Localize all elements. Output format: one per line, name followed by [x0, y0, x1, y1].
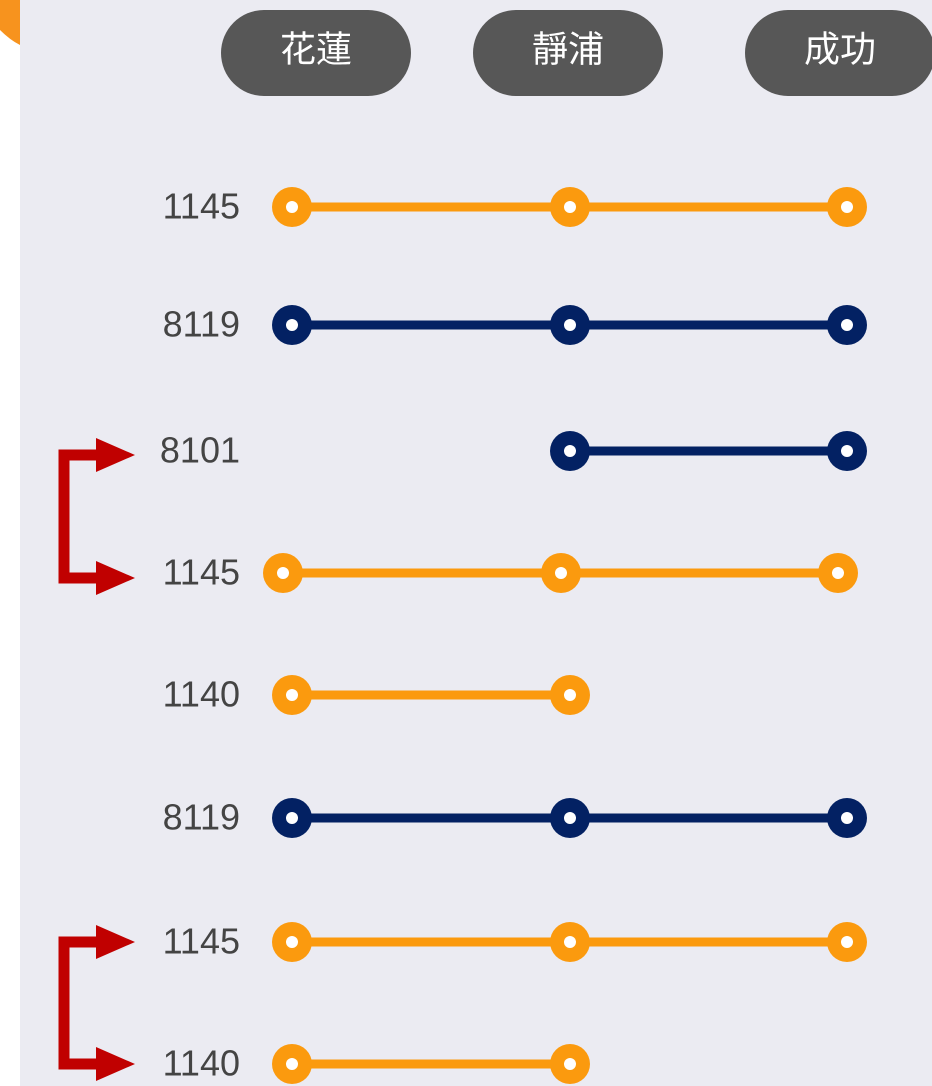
route-number: 1145	[163, 921, 240, 962]
left-margin	[0, 0, 20, 1086]
route-row: 1140	[163, 674, 590, 715]
stop-dot-center	[841, 936, 853, 948]
pill-bg	[745, 10, 932, 96]
route-row: 1145	[163, 186, 867, 227]
station-name: 花蓮	[280, 29, 352, 70]
stop-dot-center	[286, 201, 298, 213]
station-name: 成功	[804, 29, 876, 70]
stop-dot-center	[286, 689, 298, 701]
route-row: 8119	[163, 797, 867, 838]
arrow-heads	[96, 438, 135, 1081]
stop-dot-center	[564, 1058, 576, 1070]
station-pill: 靜浦	[473, 10, 663, 96]
route-number: 1140	[163, 1043, 240, 1084]
stop-dot-center	[286, 812, 298, 824]
stop-dot-center	[555, 567, 567, 579]
stop-dot-center	[841, 445, 853, 457]
route-row: 8101	[160, 430, 867, 471]
stop-dot-center	[564, 689, 576, 701]
stop-dot-center	[564, 445, 576, 457]
station-pill: 成功	[745, 10, 932, 96]
pill-bg	[221, 10, 411, 96]
route-number: 1140	[163, 674, 240, 715]
station-pill: 花蓮	[221, 10, 411, 96]
stop-dot-center	[841, 201, 853, 213]
route-row: 8119	[163, 304, 867, 345]
route-number: 8119	[163, 797, 240, 838]
stop-dot-center	[277, 567, 289, 579]
stop-dot-center	[286, 319, 298, 331]
stop-dot-center	[564, 201, 576, 213]
stop-dot-center	[564, 812, 576, 824]
route-number: 8119	[163, 304, 240, 345]
stop-dot-center	[564, 936, 576, 948]
stop-dot-center	[841, 319, 853, 331]
route-row: 1145	[163, 921, 867, 962]
corner-tab	[0, 0, 20, 45]
stop-dot-center	[286, 936, 298, 948]
stop-dot-center	[564, 319, 576, 331]
pill-bg	[473, 10, 663, 96]
stop-dot-center	[286, 1058, 298, 1070]
route-number: 1145	[163, 552, 240, 593]
route-row: 1140	[163, 1043, 590, 1084]
stop-dot-center	[832, 567, 844, 579]
stop-dot-center	[841, 812, 853, 824]
station-name: 靜浦	[532, 29, 604, 70]
route-number: 1145	[163, 186, 240, 227]
route-number: 8101	[160, 430, 240, 471]
route-row: 1145	[163, 552, 858, 593]
transfer-arrow	[58, 449, 108, 1070]
